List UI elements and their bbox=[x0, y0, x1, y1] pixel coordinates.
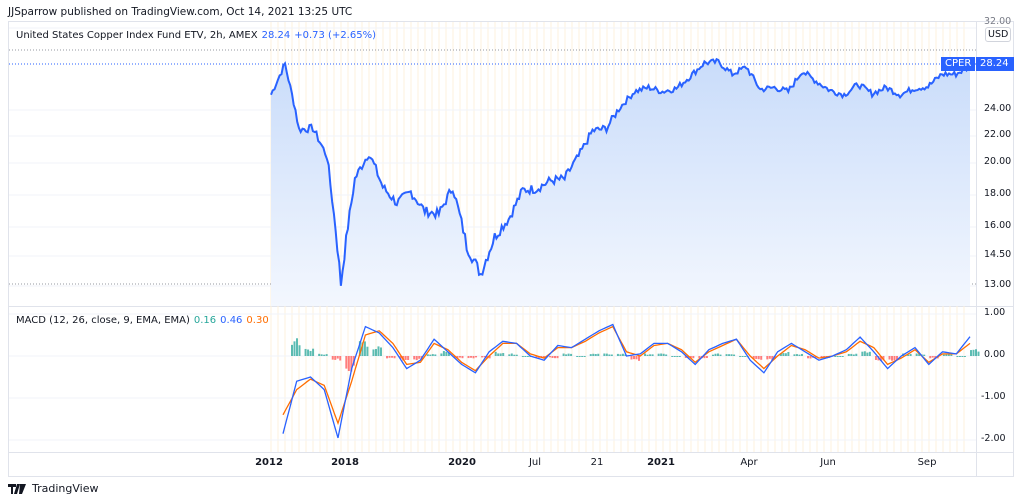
price-line bbox=[270, 57, 971, 286]
symbol-change: +0.73 (+2.65%) bbox=[294, 30, 376, 41]
price-tick: 22.00 bbox=[984, 129, 1012, 140]
time-tick: Sep bbox=[917, 457, 937, 468]
publisher-line: JJSparrow published on TradingView.com, … bbox=[8, 6, 353, 18]
price-tick: 13.00 bbox=[984, 279, 1012, 290]
chart-frame bbox=[8, 21, 1014, 477]
signal-line bbox=[282, 325, 971, 426]
time-tick: Jun bbox=[820, 457, 836, 468]
last-price-label: 28.24 bbox=[976, 57, 1014, 71]
brand-label: TradingView bbox=[32, 482, 99, 495]
time-tick: 2021 bbox=[647, 457, 675, 468]
time-tick: Jul bbox=[528, 457, 542, 468]
price-tick: 32.00 bbox=[984, 16, 1012, 27]
time-tick: 2012 bbox=[255, 457, 283, 468]
symbol-legend: United States Copper Index Fund ETV, 2h,… bbox=[16, 30, 376, 41]
time-tick: 2018 bbox=[331, 457, 359, 468]
symbol-title[interactable]: United States Copper Index Fund ETV, 2h,… bbox=[16, 30, 258, 41]
price-tick: 14.50 bbox=[984, 249, 1012, 260]
macd-histogram-value: 0.16 bbox=[193, 315, 217, 326]
macd-legend: MACD (12, 26, close, 9, EMA, EMA) 0.16 0.4… bbox=[16, 315, 269, 326]
price-tick: 24.00 bbox=[984, 103, 1012, 114]
currency-button[interactable]: USD bbox=[985, 27, 1012, 42]
price-tick: 16.00 bbox=[984, 220, 1012, 231]
macd-tick: 0.00 bbox=[984, 349, 1006, 360]
macd-title[interactable]: MACD (12, 26, close, 9, EMA, EMA) bbox=[16, 315, 190, 326]
tradingview-brand[interactable]: TradingView bbox=[8, 482, 98, 495]
price-tick: 18.00 bbox=[984, 188, 1012, 199]
time-tick: 2020 bbox=[448, 457, 476, 468]
macd-line bbox=[282, 323, 971, 439]
macd-signal-value: 0.30 bbox=[246, 315, 269, 326]
symbol-last-price: 28.24 bbox=[261, 30, 291, 41]
macd-tick: -1.00 bbox=[981, 391, 1006, 402]
tradingview-logo-icon bbox=[8, 483, 26, 494]
time-tick: 21 bbox=[590, 457, 604, 468]
price-tick: 20.00 bbox=[984, 156, 1012, 167]
symbol-tag: CPER bbox=[941, 57, 976, 71]
macd-tick: 1.00 bbox=[984, 307, 1006, 318]
macd-value: 0.46 bbox=[220, 315, 243, 326]
price-area bbox=[271, 59, 970, 307]
macd-tick: -2.00 bbox=[981, 433, 1006, 444]
time-tick: Apr bbox=[740, 457, 758, 468]
